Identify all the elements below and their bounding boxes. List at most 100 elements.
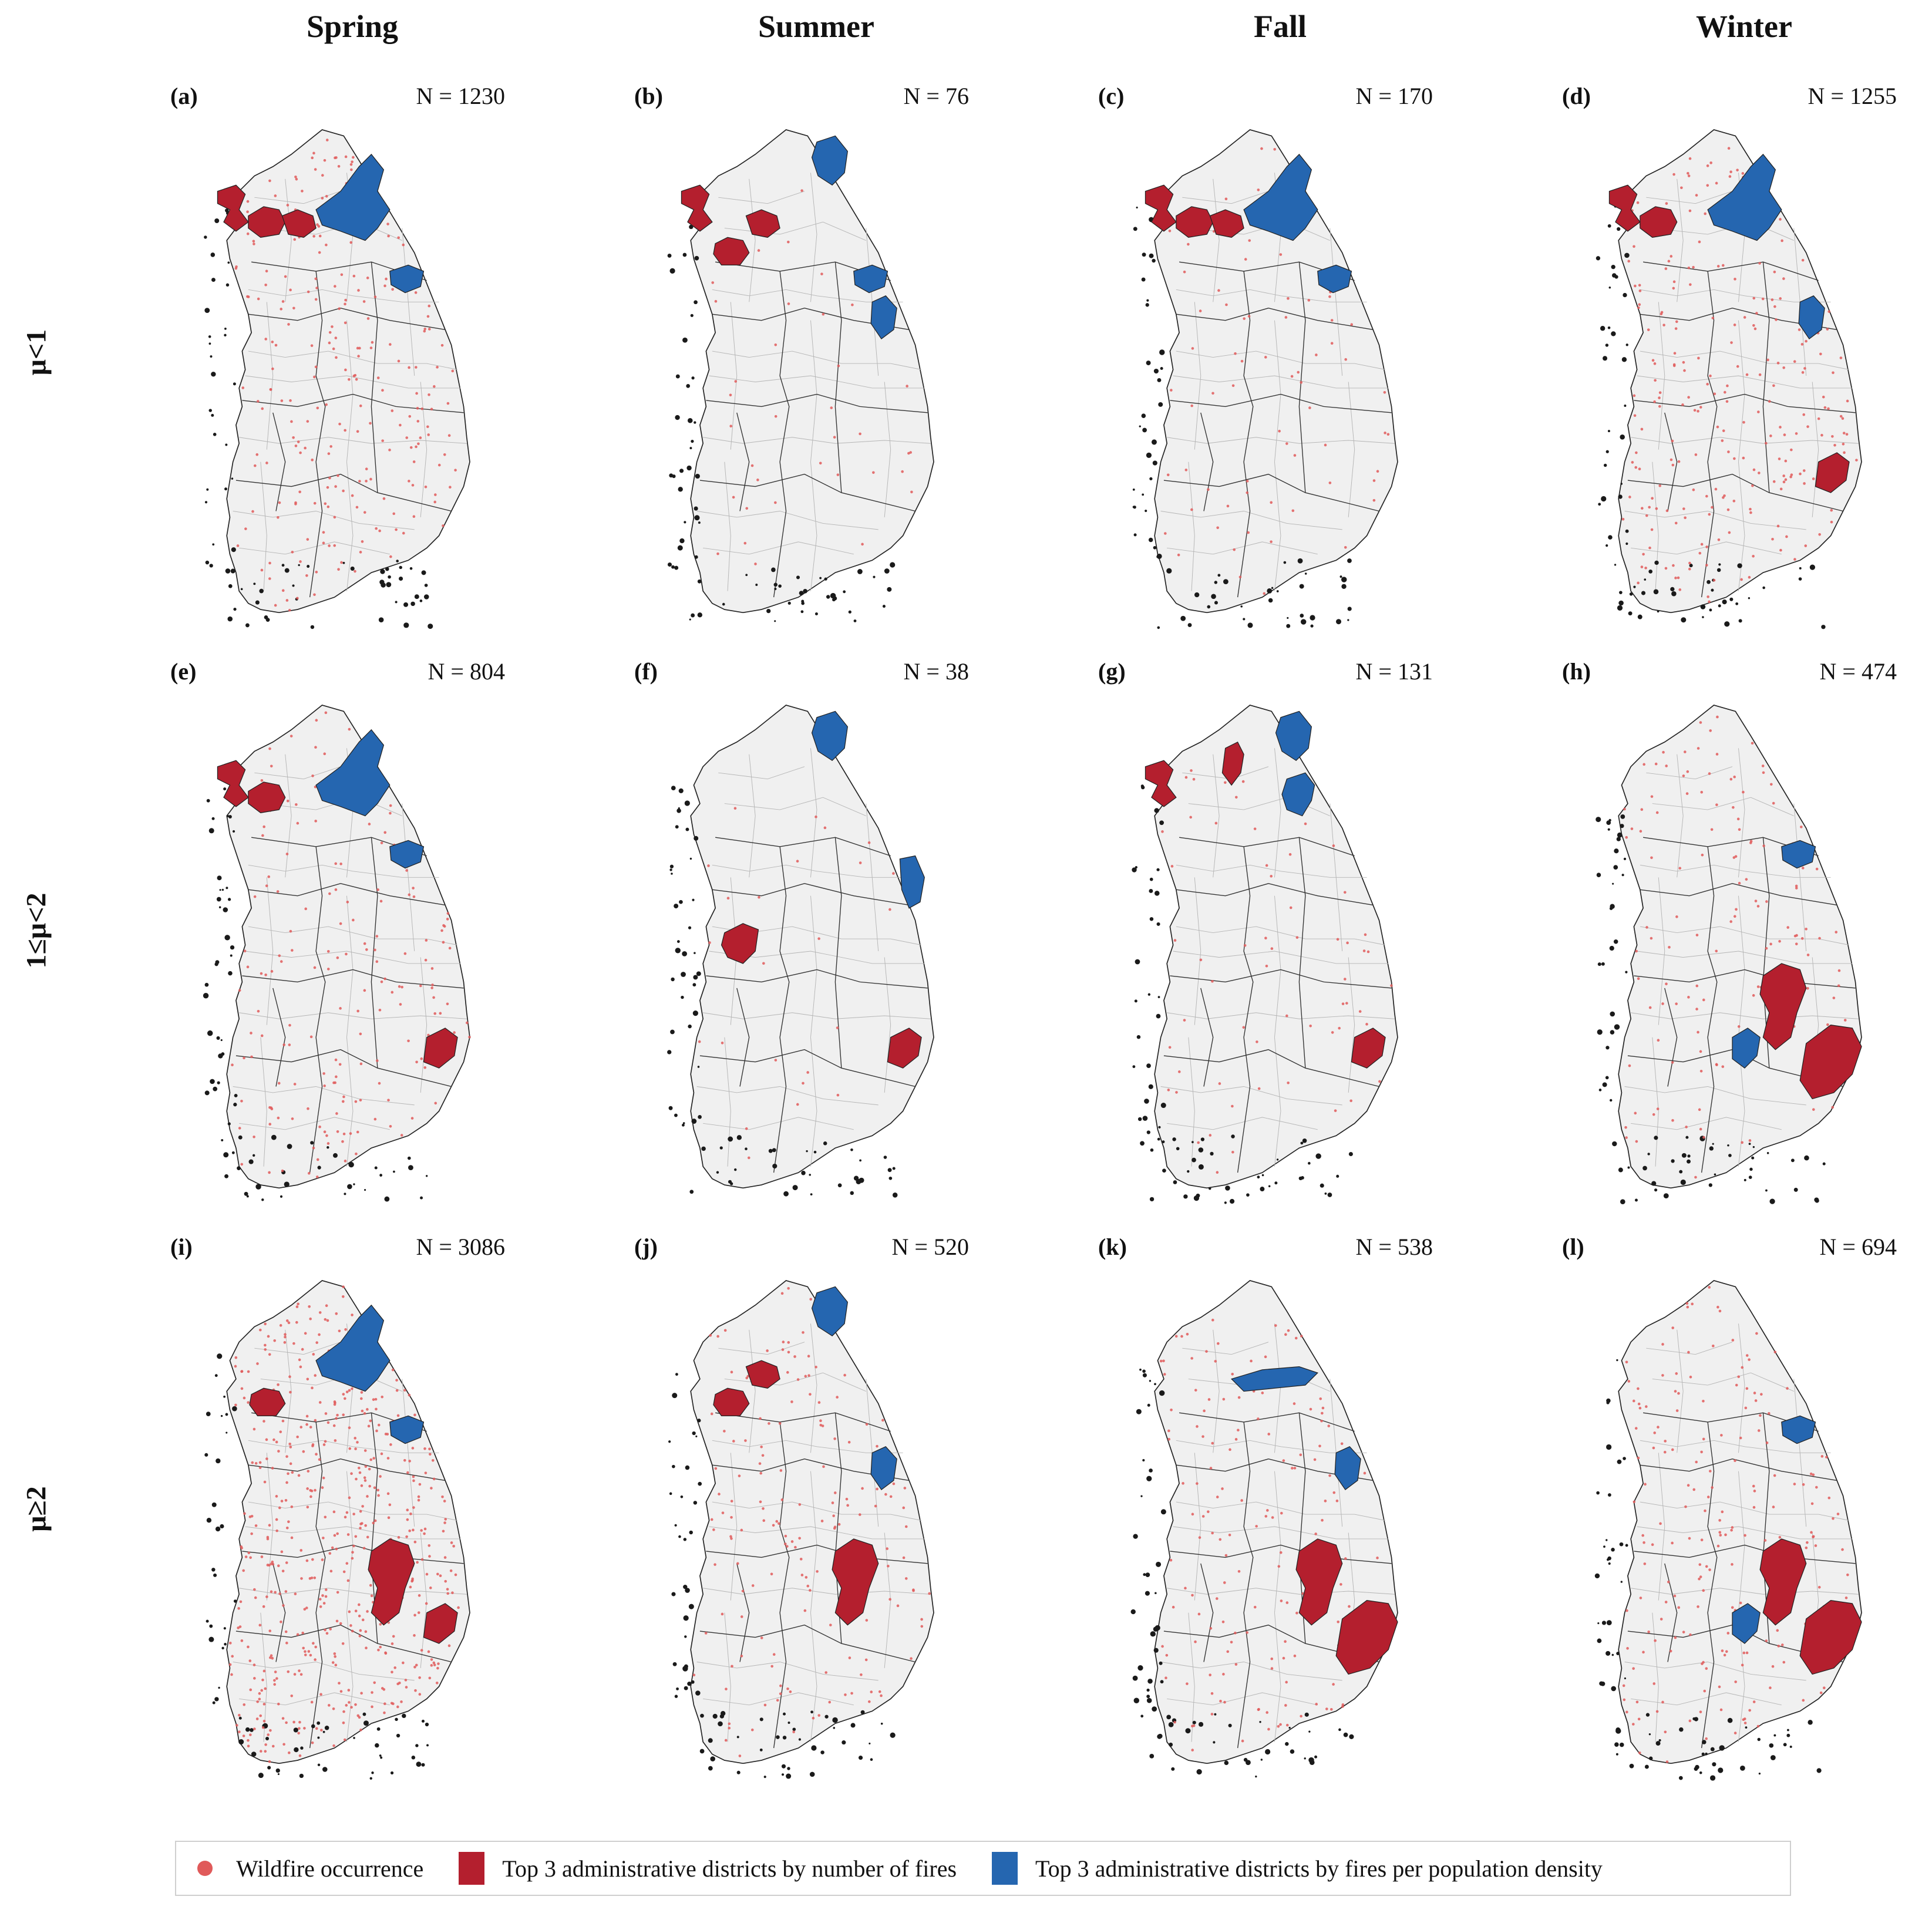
wildfire-point [304,1332,307,1335]
wildfire-point [279,1430,282,1433]
wildfire-point [1672,287,1675,290]
wildfire-point [348,1610,351,1614]
wildfire-point [1652,1446,1655,1450]
wildfire-point [1191,1513,1194,1516]
wildfire-point [1330,342,1334,345]
land-outline [690,1280,934,1764]
island-mark [292,584,295,587]
wildfire-point [1832,996,1836,999]
island-mark [281,564,285,567]
island-mark [208,342,211,345]
wildfire-point [1752,994,1755,997]
top3-count-district [745,209,780,238]
island-mark [1148,537,1153,543]
wildfire-point [1782,277,1785,280]
korea-map [203,705,471,1202]
wildfire-point [359,1729,362,1732]
wildfire-point [392,512,396,516]
island-mark [684,800,690,806]
island-mark [1711,588,1714,592]
wildfire-point [247,1739,250,1742]
wildfire-point [1704,1509,1707,1513]
wildfire-point [387,1099,390,1102]
wildfire-point [355,1477,358,1481]
island-mark [1773,1734,1776,1737]
island-mark [1702,1740,1707,1744]
wildfire-point [1776,362,1780,365]
wildfire-point [323,159,327,162]
island-mark [1166,1714,1172,1720]
island-mark [689,618,691,621]
wildfire-point [1731,1606,1734,1609]
wildfire-point [876,1487,879,1491]
island-mark [1611,331,1616,336]
wildfire-point [366,1495,369,1498]
wildfire-point [373,295,377,298]
island-mark [888,1176,893,1180]
wildfire-point [1266,1509,1269,1512]
province-boundary [736,988,750,1087]
wildfire-point [342,1132,346,1136]
wildfire-point [757,249,760,252]
province-boundary [1640,883,1837,906]
wildfire-point [1721,1510,1724,1514]
wildfire-point [428,393,430,396]
island-mark [1171,1767,1175,1771]
wildfire-point [349,1132,352,1135]
island-mark [668,1440,671,1443]
wildfire-point [1677,1606,1681,1609]
wildfire-point [1241,780,1245,783]
island-mark [1133,533,1137,537]
district-boundary [724,1037,731,1167]
korea-map [1594,1280,1862,1781]
island-mark [215,960,220,965]
island-mark [1208,1187,1211,1190]
island-mark [1297,558,1303,564]
wildfire-point [408,366,410,369]
land-outline [690,705,934,1189]
wildfire-point [344,1397,346,1400]
wildfire-point [1702,998,1705,1002]
wildfire-point [327,505,330,508]
district-boundary [1652,797,1794,816]
wildfire-point [262,1719,266,1723]
island-mark [1336,1174,1339,1178]
wildfire-point [237,1626,240,1629]
island-mark [1654,560,1659,565]
island-mark [1702,616,1704,618]
island-mark [310,625,315,629]
island-mark [374,1166,378,1170]
top3-density-district [1317,264,1352,294]
island-mark [1231,1134,1235,1138]
wildfire-point [413,1665,416,1669]
island-mark [1146,1130,1150,1134]
island-mark [1132,867,1137,873]
district-boundary [1173,1526,1389,1540]
island-mark [212,1701,216,1705]
wildfire-point [288,608,291,612]
wildfire-point [454,1573,457,1577]
district-boundary [810,748,817,878]
wildfire-point [747,1156,750,1160]
wildfire-point [257,1009,260,1013]
wildfire-point [738,1474,741,1477]
wildfire-point [763,1703,767,1707]
wildfire-point [338,1682,341,1685]
wildfire-point [383,831,387,834]
island-mark [425,1175,428,1177]
district-boundary [703,541,854,555]
wildfire-point [1675,915,1678,918]
district-boundary [712,1501,922,1521]
island-mark [211,278,216,282]
wildfire-point [328,341,331,345]
wildfire-point [322,531,325,534]
wildfire-point [1817,1585,1821,1589]
wildfire-point [1182,1482,1184,1485]
wildfire-point [1665,509,1669,513]
island-mark [1757,1737,1761,1742]
wildfire-point [1264,1515,1268,1518]
wildfire-point [1194,1389,1197,1392]
wildfire-point [1656,1107,1660,1110]
wildfire-point [446,402,450,405]
island-mark [240,588,243,591]
